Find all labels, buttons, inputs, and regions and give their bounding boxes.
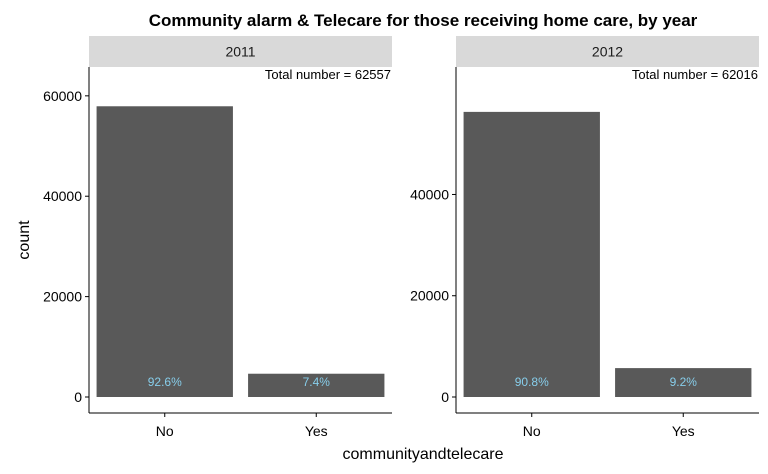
y-tick-label: 20000 xyxy=(410,288,449,304)
facet-strip-label: 2012 xyxy=(592,44,623,60)
bar-yes xyxy=(615,368,752,397)
bar-no xyxy=(96,106,233,398)
bar-percent-label: 9.2% xyxy=(670,375,698,389)
facet-strip xyxy=(456,36,759,67)
y-tick-label: 60000 xyxy=(43,88,82,104)
x-tick-label: Yes xyxy=(305,423,328,439)
facet-strip-label: 2011 xyxy=(225,44,255,60)
panel-2011: 2011 0 20000 40000 60000 92.6% No 7.4% Yes Total … xyxy=(43,36,392,439)
bar-percent-label: 90.8% xyxy=(515,375,549,389)
x-tick-label: Yes xyxy=(672,423,695,439)
y-tick-label: 40000 xyxy=(410,186,449,202)
bar-no xyxy=(463,111,600,397)
y-tick-label: 20000 xyxy=(43,289,82,305)
panel-2012: 2012 0 20000 40000 90.8% No 9.2% Yes Total numbe… xyxy=(410,36,759,439)
x-tick-label: No xyxy=(156,423,174,439)
x-tick-label: No xyxy=(523,423,541,439)
y-tick-label: 0 xyxy=(74,389,82,405)
y-axis-title: count xyxy=(16,220,33,260)
bar-percent-label: 92.6% xyxy=(148,375,182,389)
bar-yes xyxy=(248,373,385,397)
x-axis-title: communityandtelecare xyxy=(343,446,504,463)
facet-strip xyxy=(89,36,392,67)
chart-title: Community alarm & Telecare for those rec… xyxy=(149,11,698,30)
bar-percent-label: 7.4% xyxy=(303,375,331,389)
total-number-annotation: Total number = 62557 xyxy=(265,67,391,82)
y-tick-label: 0 xyxy=(441,389,449,405)
total-number-annotation: Total number = 62016 xyxy=(632,67,758,82)
y-tick-label: 40000 xyxy=(43,188,82,204)
